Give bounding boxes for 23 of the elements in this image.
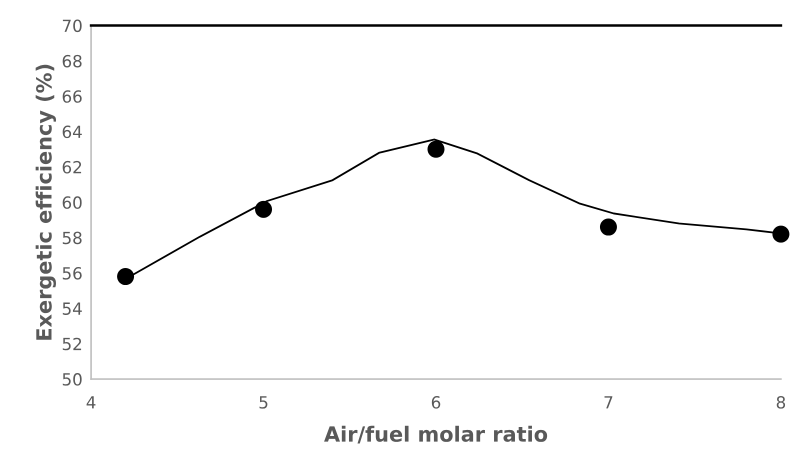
- point: [772, 226, 790, 243]
- y-tick-label: 50: [62, 373, 82, 386]
- y-tick-label: 58: [62, 232, 82, 244]
- x-tick-label: 8: [776, 396, 786, 409]
- y-tick-label: 64: [62, 126, 82, 138]
- y-tick-label: 68: [62, 54, 82, 68]
- x-tick-label: 5: [260, 396, 268, 409]
- x-axis-title: Air/fuel molar ratio: [324, 426, 548, 444]
- y-tick-label: 54: [62, 302, 82, 315]
- y-axis-title: Exergetic efficiency (%): [36, 64, 56, 340]
- y-tick-label: 56: [62, 266, 82, 280]
- point: [427, 140, 444, 158]
- x-tick-label: 7: [604, 396, 612, 408]
- y-tick-label: 70: [62, 19, 82, 32]
- point: [600, 218, 617, 236]
- x-tick-label: 4: [86, 396, 96, 408]
- y-tick-label: 52: [62, 338, 82, 350]
- point: [255, 200, 272, 218]
- y-tick-label: 60: [62, 196, 82, 209]
- x-tick-label: 6: [432, 396, 440, 409]
- y-tick-label: 62: [62, 160, 82, 174]
- y-tick-label: 66: [62, 90, 82, 103]
- point: [117, 268, 134, 286]
